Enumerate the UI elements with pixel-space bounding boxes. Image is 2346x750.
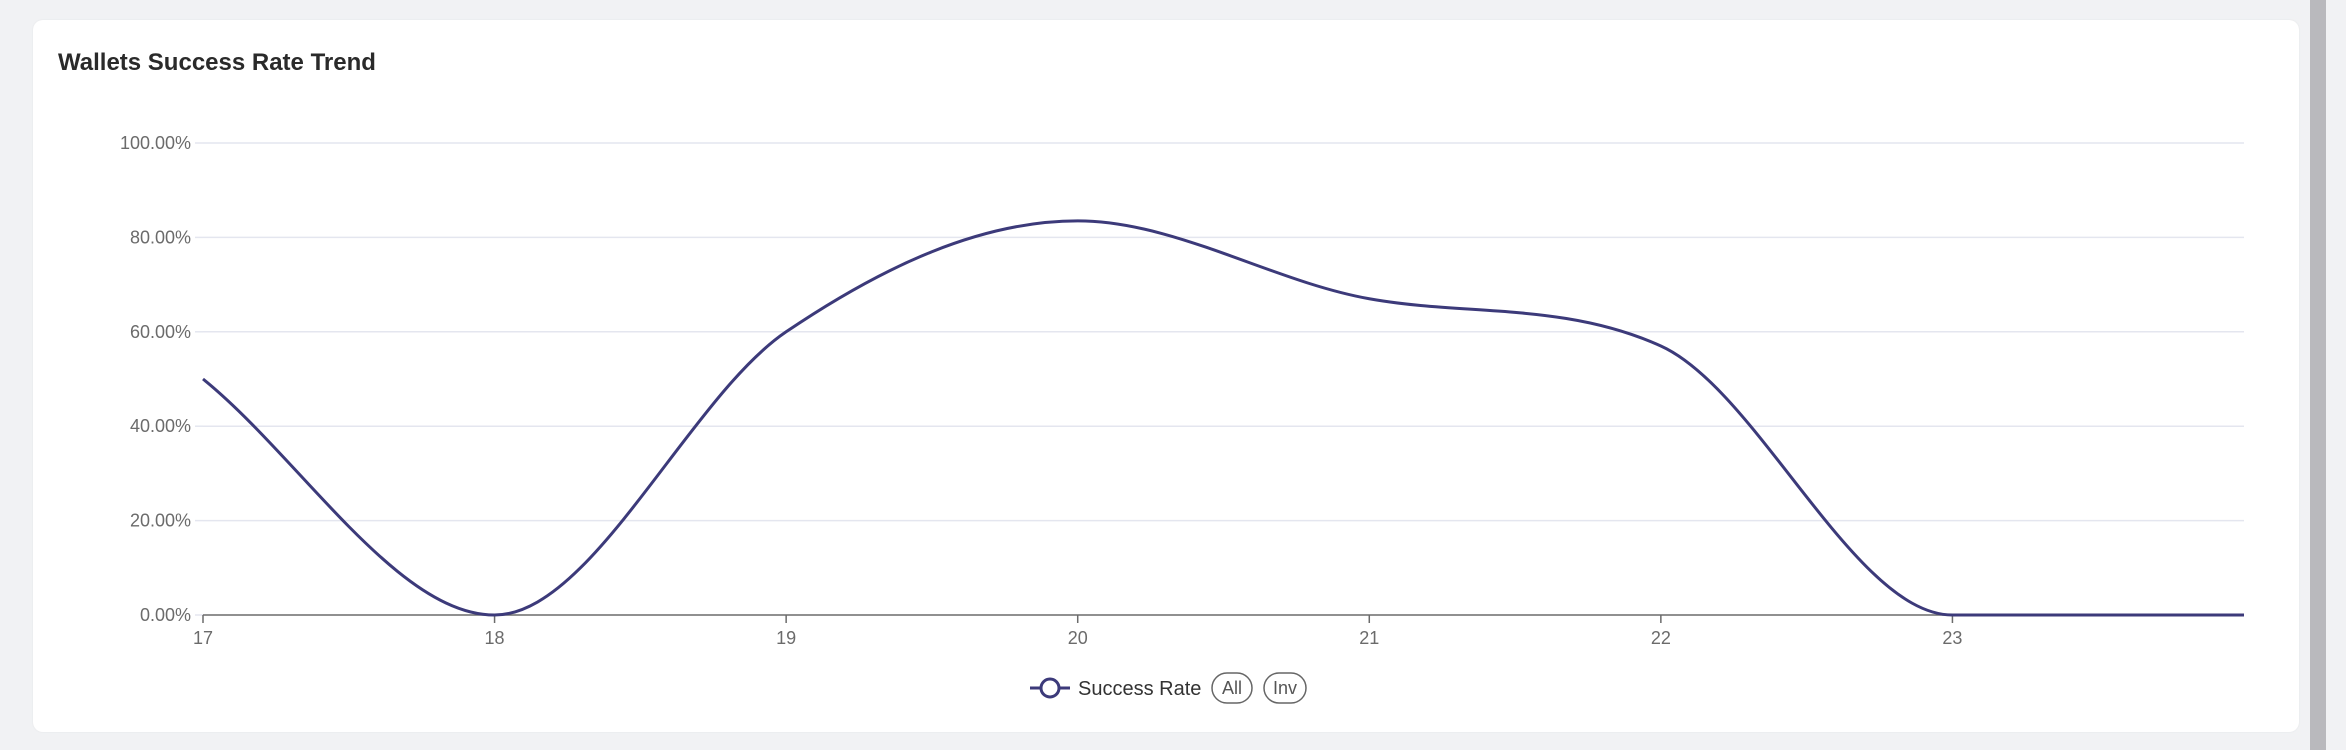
data-point[interactable]: [1073, 216, 1083, 226]
series-line-success-rate[interactable]: [202, 219, 2244, 617]
y-tick-label: 40.00%: [130, 416, 191, 436]
x-tick-label: 23: [1942, 628, 1962, 648]
y-axis: 0.00% 20.00% 40.00% 60.00% 80.00% 100.00%: [120, 133, 203, 625]
x-tick-label: 19: [776, 628, 796, 648]
y-tick-label: 100.00%: [120, 133, 191, 153]
data-point[interactable]: [1656, 341, 1666, 351]
legend-circle-icon: [1039, 677, 1061, 699]
y-tick-label: 20.00%: [130, 511, 191, 531]
legend-label: Success Rate: [1078, 678, 1201, 700]
all-pill[interactable]: [1211, 672, 1253, 704]
grid-lines: [203, 142, 2244, 522]
data-point[interactable]: [490, 610, 500, 620]
x-tick-label: 18: [485, 628, 505, 648]
x-axis: 17 18 19 20 21 22 23: [193, 614, 2244, 648]
data-point[interactable]: [781, 327, 791, 337]
x-tick-label: 21: [1359, 628, 1379, 648]
data-point[interactable]: [1947, 610, 1957, 620]
legend-inv-button[interactable]: Inv: [1263, 672, 1307, 704]
legend-all-button[interactable]: All: [1211, 672, 1253, 704]
vertical-scrollbar[interactable]: [2310, 0, 2326, 750]
x-tick-label: 22: [1651, 628, 1671, 648]
series-layer: [198, 216, 2249, 620]
legend: Success Rate All Inv: [1030, 672, 1307, 704]
chart-card: Wallets Success Rate Trend: [33, 20, 2299, 732]
inv-label: Inv: [1273, 678, 1297, 698]
data-point[interactable]: [198, 374, 208, 384]
y-tick-label: 60.00%: [130, 322, 191, 342]
card-title: Wallets Success Rate Trend: [58, 49, 376, 76]
all-label: All: [1222, 678, 1242, 698]
y-tick-label: 80.00%: [130, 227, 191, 247]
legend-item-success-rate[interactable]: Success Rate: [1030, 677, 1201, 700]
data-point[interactable]: [1364, 294, 1374, 304]
y-tick-label: 0.00%: [140, 605, 191, 625]
inv-pill[interactable]: [1263, 672, 1307, 704]
x-tick-label: 17: [193, 628, 213, 648]
data-point[interactable]: [2239, 610, 2249, 620]
x-tick-label: 20: [1068, 628, 1088, 648]
